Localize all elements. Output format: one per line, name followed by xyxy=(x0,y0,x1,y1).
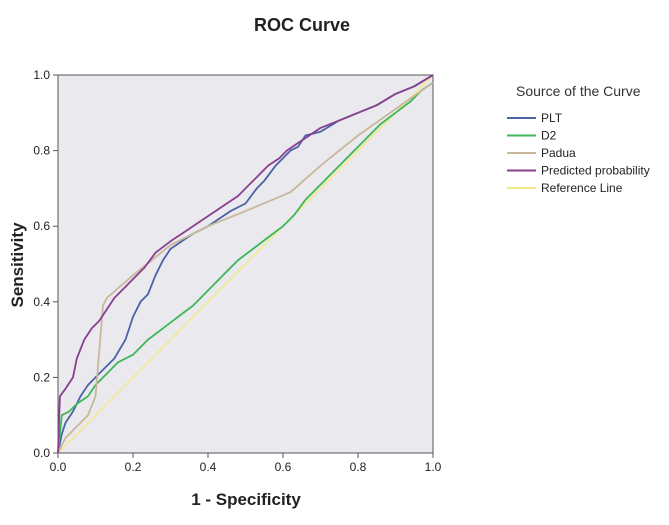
legend-label: PLT xyxy=(541,111,563,125)
y-tick-label: 0.8 xyxy=(33,144,50,158)
x-tick-label: 0.6 xyxy=(275,460,292,474)
y-tick-label: 1.0 xyxy=(33,68,50,82)
x-axis-label: 1 - Specificity xyxy=(191,490,301,509)
legend-title: Source of the Curve xyxy=(516,83,641,99)
series-line-reference-line xyxy=(57,74,434,454)
legend-label: Padua xyxy=(541,146,576,160)
series-line-predicted-probability xyxy=(57,74,434,454)
x-axis-ticks: 0.0 0.2 0.4 0.6 0.8 1.0 xyxy=(50,453,442,474)
y-tick-label: 0.2 xyxy=(33,370,50,384)
legend: Source of the Curve PLT D2 Padua Predicted … xyxy=(507,83,650,195)
y-axis-label: Sensitivity xyxy=(8,222,27,308)
x-tick-label: 1.0 xyxy=(425,460,442,474)
y-tick-label: 0.6 xyxy=(33,219,50,233)
x-tick-label: 0.2 xyxy=(125,460,142,474)
series-group xyxy=(57,74,434,454)
legend-label: D2 xyxy=(541,129,557,143)
y-tick-label: 0.0 xyxy=(33,446,50,460)
y-axis-ticks: 0.0 0.2 0.4 0.6 0.8 1.0 xyxy=(33,68,58,460)
legend-label: Predicted probability xyxy=(541,164,650,178)
series-line-d2 xyxy=(57,81,434,454)
legend-label: Reference Line xyxy=(541,181,623,195)
chart-title: ROC Curve xyxy=(254,15,350,35)
x-tick-label: 0.4 xyxy=(200,460,217,474)
legend-items: PLT D2 Padua Predicted probability Reference… xyxy=(507,111,650,195)
series-line-padua xyxy=(57,81,434,454)
y-tick-label: 0.4 xyxy=(33,295,50,309)
x-tick-label: 0.0 xyxy=(50,460,67,474)
x-tick-label: 0.8 xyxy=(350,460,367,474)
